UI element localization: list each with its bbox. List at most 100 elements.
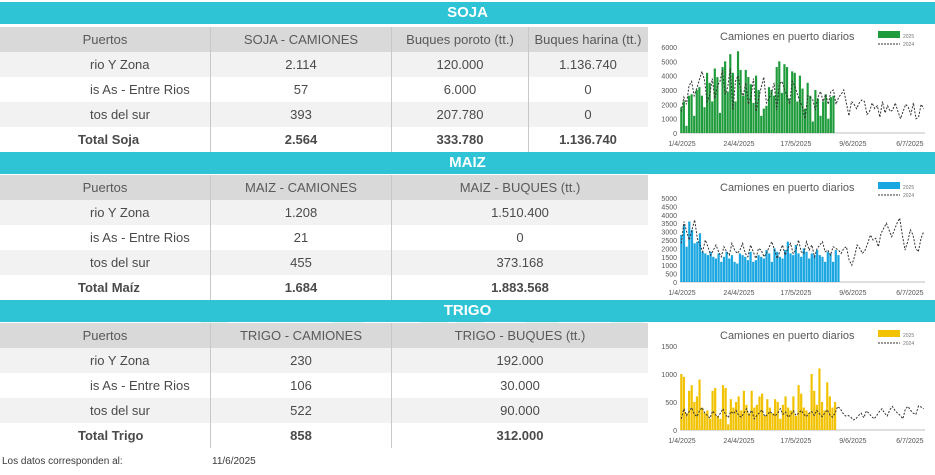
bar <box>703 413 706 430</box>
port-name: tos del sur <box>90 107 150 122</box>
bar <box>767 87 771 133</box>
bar <box>792 396 795 430</box>
maiz-section-title: MAIZ <box>0 152 935 174</box>
bar <box>746 260 750 282</box>
bar <box>708 418 712 430</box>
bar <box>754 260 758 282</box>
bar <box>800 393 803 430</box>
y-tick-label: 6000 <box>661 45 677 52</box>
bar <box>787 407 790 430</box>
legend-label-2025: 2025 <box>903 333 914 339</box>
bar <box>826 382 829 430</box>
bar <box>810 374 813 430</box>
bar <box>781 258 784 282</box>
bar <box>794 245 797 282</box>
bar <box>706 255 710 282</box>
bar <box>773 95 776 133</box>
bar <box>821 256 824 282</box>
bar <box>810 253 813 282</box>
bar <box>805 410 808 430</box>
trigo-table: Puertos TRIGO - CAMIONES TRIGO - BUQUES … <box>0 323 648 448</box>
camiones-value: 230 <box>290 353 312 368</box>
bar <box>806 82 809 133</box>
bar <box>768 253 771 282</box>
total-camiones: 2.564 <box>284 132 318 147</box>
x-tick-label: 9/6/2025 <box>839 438 866 445</box>
bar <box>698 233 702 282</box>
bar <box>741 255 744 282</box>
table-row: is As - Entre Rios 106 30.000 <box>0 373 648 398</box>
x-tick-label: 1/4/2025 <box>668 141 695 148</box>
port-name: rio Y Zona <box>90 205 150 220</box>
table-row: is As - Entre Rios 57 6.000 0 <box>0 77 648 102</box>
bar <box>690 385 693 430</box>
bar <box>818 368 821 430</box>
bar <box>814 90 817 133</box>
bar <box>714 258 718 282</box>
bar <box>744 256 747 282</box>
bar <box>732 407 735 430</box>
maiz-table: Puertos MAIZ - CAMIONES MAIZ - BUQUES (t… <box>0 175 648 300</box>
maiz-trucks-chart: Camiones en puerto diarios 2025 2024 0 500 10… <box>650 176 933 300</box>
y-tick-label: 500 <box>665 400 677 407</box>
header-maiz-buques: MAIZ - BUQUES (tt.) <box>459 180 581 195</box>
bar <box>682 224 686 282</box>
bar <box>796 101 799 133</box>
y-tick-label: 1000 <box>661 372 677 379</box>
bar <box>752 261 755 282</box>
bar <box>733 261 736 282</box>
column-divider <box>528 27 529 152</box>
bar <box>823 410 826 430</box>
bar <box>793 72 796 133</box>
bar <box>768 407 772 430</box>
bar <box>698 379 701 430</box>
bar <box>757 90 760 133</box>
header-buques-poroto: Buques poroto (tt.) <box>406 32 514 47</box>
bar <box>682 376 685 430</box>
bar <box>809 95 812 133</box>
total-label: Total Trigo <box>78 428 144 443</box>
bar <box>773 248 776 282</box>
bar <box>738 253 742 282</box>
bar <box>701 251 704 282</box>
bar <box>724 388 727 430</box>
bar <box>740 410 743 430</box>
bar <box>813 390 816 430</box>
bar <box>721 67 724 133</box>
x-tick-label: 24/4/2025 <box>723 290 754 297</box>
bar <box>831 407 834 430</box>
y-tick-label: 4000 <box>661 74 677 81</box>
header-soja-camiones: SOJA - CAMIONES <box>243 32 359 47</box>
legend-label-2024: 2024 <box>903 193 914 199</box>
x-tick-label: 24/4/2025 <box>723 438 754 445</box>
bar <box>752 102 755 133</box>
harina-value: 0 <box>584 82 592 97</box>
series-line-2024 <box>680 405 924 421</box>
bar <box>774 399 777 430</box>
bar <box>729 54 732 133</box>
legend-swatch-2025 <box>878 31 900 38</box>
bar <box>829 97 832 133</box>
bar <box>813 255 816 282</box>
bar <box>685 125 688 133</box>
bar <box>818 255 821 282</box>
bar <box>784 250 787 282</box>
legend-swatch-2025 <box>878 330 900 337</box>
bar <box>794 416 798 430</box>
camiones-value: 106 <box>290 378 312 393</box>
bar <box>698 87 701 133</box>
header-buques-harina: Buques harina (tt.) <box>534 32 642 47</box>
y-tick-label: 3000 <box>661 88 677 95</box>
bar <box>770 90 773 133</box>
y-tick-label: 500 <box>665 272 677 279</box>
y-tick-label: 1000 <box>661 117 677 124</box>
y-tick-label: 3500 <box>661 221 677 228</box>
y-tick-label: 0 <box>673 280 677 287</box>
bar <box>730 255 734 282</box>
bar <box>720 261 723 282</box>
bar <box>718 112 722 133</box>
bar <box>805 251 808 282</box>
total-row: Total Soja 2.564 333.780 1.136.740 <box>0 127 648 152</box>
total-label: Total Soja <box>78 132 140 147</box>
table-row: rio Y Zona 2.114 120.000 1.136.740 <box>0 52 648 77</box>
